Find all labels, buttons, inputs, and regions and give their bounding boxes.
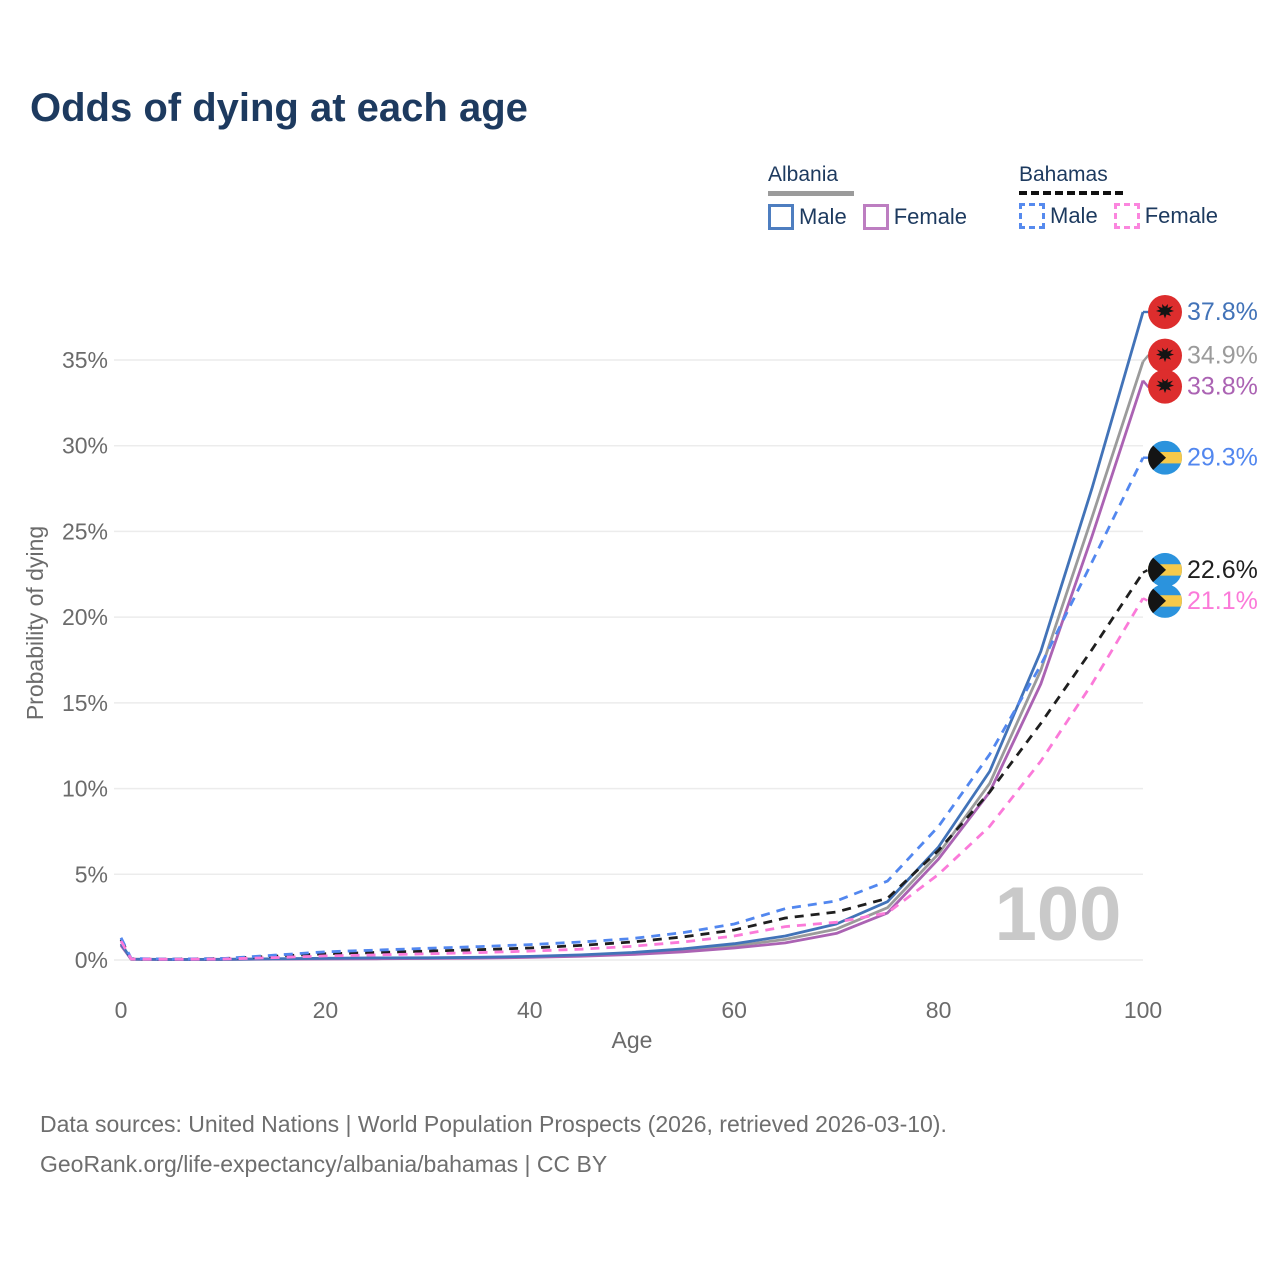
x-tick-label: 60 xyxy=(721,997,747,1023)
end-value-label-bahamas-male: 29.3% xyxy=(1187,444,1258,472)
x-tick-label: 40 xyxy=(517,997,543,1023)
series-line-bahamas-both xyxy=(119,571,1145,961)
y-tick-label: 30% xyxy=(62,433,108,459)
bahamas-flag-icon xyxy=(1148,440,1182,475)
series-line-bahamas-male xyxy=(119,457,1145,961)
legend-item-label: Male xyxy=(1050,203,1098,228)
legend-item-label: Female xyxy=(1144,203,1219,228)
end-value-label-albania-male: 37.8% xyxy=(1187,298,1258,326)
age-watermark: 100 xyxy=(995,872,1122,957)
bahamas-flag-icon xyxy=(1148,552,1182,587)
x-tick-label: 0 xyxy=(115,997,128,1023)
legend-swatch-icon xyxy=(1113,203,1140,229)
legend-country-albania[interactable]: Albania xyxy=(768,163,839,186)
label-connector xyxy=(1142,597,1152,603)
legend-group-bahamas: Bahamas Male Female xyxy=(1019,163,1234,229)
y-tick-label: 0% xyxy=(75,947,108,973)
end-value-label-albania-both: 34.9% xyxy=(1187,342,1258,370)
x-tick-label: 20 xyxy=(313,997,339,1023)
legend-item-albania-female[interactable]: Female xyxy=(862,204,968,230)
source-attribution: Data sources: United Nations | World Pop… xyxy=(40,1104,947,1184)
end-value-label-albania-female: 33.8% xyxy=(1187,373,1258,401)
legend-item-label: Female xyxy=(893,204,968,229)
legend-swatch-icon xyxy=(862,204,889,230)
y-tick-label: 20% xyxy=(62,604,108,630)
y-tick-label: 35% xyxy=(62,347,108,373)
legend-item-bahamas-female[interactable]: Female xyxy=(1113,203,1219,229)
y-tick-label: 25% xyxy=(62,518,108,544)
series-line-albania-male xyxy=(119,311,1145,961)
legend-item-albania-male[interactable]: Male xyxy=(768,204,847,230)
license-line: GeoRank.org/life-expectancy/albania/baha… xyxy=(40,1151,608,1177)
x-tick-label: 100 xyxy=(1124,997,1162,1023)
data-source-line: Data sources: United Nations | World Pop… xyxy=(40,1111,947,1137)
end-value-label-bahamas-both: 22.6% xyxy=(1187,556,1258,584)
albania-flag-icon xyxy=(1148,338,1182,373)
bahamas-flag-icon xyxy=(1148,583,1182,618)
legend-swatch-icon xyxy=(1019,203,1045,229)
legend-swatch-icon xyxy=(768,204,794,230)
albania-flag-icon xyxy=(1148,294,1182,329)
legend-item-label: Male xyxy=(799,204,847,229)
y-tick-label: 5% xyxy=(75,861,108,887)
series-line-albania-both xyxy=(119,361,1145,961)
legend-group-albania: Albania Male Female xyxy=(768,163,983,230)
x-axis-title: Age xyxy=(612,1027,653,1053)
chart-legend: Albania Male Female Bahamas Male Female xyxy=(0,163,1280,253)
legend-item-bahamas-male[interactable]: Male xyxy=(1019,203,1098,229)
albania-flag-icon xyxy=(1148,369,1182,404)
y-axis-title: Probability of dying xyxy=(22,526,48,720)
page-title: Odds of dying at each age xyxy=(30,86,528,130)
x-tick-label: 80 xyxy=(926,997,952,1023)
y-tick-label: 15% xyxy=(62,690,108,716)
series-line-bahamas-female xyxy=(119,597,1145,961)
label-connector xyxy=(1142,568,1152,574)
legend-dashed-line-sample xyxy=(1019,191,1123,195)
series-line-albania-female xyxy=(119,380,1145,961)
legend-solid-line-sample xyxy=(768,191,854,196)
legend-country-bahamas[interactable]: Bahamas xyxy=(1019,163,1108,186)
y-tick-label: 10% xyxy=(62,776,108,802)
end-value-label-bahamas-female: 21.1% xyxy=(1187,587,1258,615)
